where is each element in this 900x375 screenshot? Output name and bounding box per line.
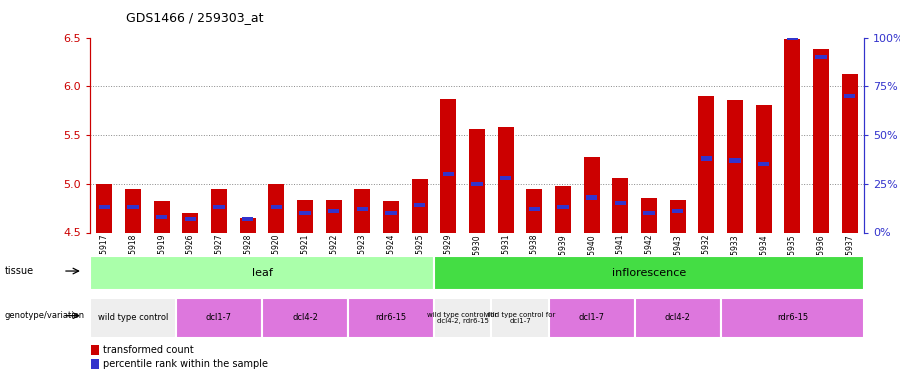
Bar (472, 182, 482, 186)
Bar (90, 297, 176, 338)
Bar (443, 172, 454, 176)
Bar (721, 297, 864, 338)
Bar (613, 178, 628, 232)
Bar (672, 209, 683, 213)
Bar (434, 256, 864, 290)
Bar (348, 297, 434, 338)
Bar (529, 207, 540, 211)
Bar (414, 203, 425, 207)
Bar (641, 198, 657, 232)
Bar (128, 205, 139, 209)
Bar (297, 200, 313, 232)
Bar (586, 195, 598, 200)
Bar (785, 39, 800, 232)
Text: dcl1-7: dcl1-7 (206, 314, 232, 322)
Bar (99, 205, 110, 209)
Bar (469, 129, 485, 232)
Bar (584, 158, 599, 232)
Bar (176, 297, 262, 338)
Bar (844, 94, 855, 98)
Bar (730, 158, 741, 162)
Bar (758, 162, 770, 166)
Bar (242, 217, 253, 221)
Bar (670, 200, 686, 232)
Bar (727, 100, 742, 232)
Bar (383, 201, 399, 232)
Text: dcl1-7: dcl1-7 (579, 314, 605, 322)
Bar (526, 189, 542, 232)
Bar (268, 184, 284, 232)
Bar (125, 189, 141, 232)
Text: leaf: leaf (252, 268, 273, 278)
Text: wild type control: wild type control (98, 314, 168, 322)
Bar (440, 99, 456, 232)
Bar (156, 215, 167, 219)
Text: percentile rank within the sample: percentile rank within the sample (103, 359, 268, 369)
Text: transformed count: transformed count (103, 345, 194, 355)
Bar (262, 297, 348, 338)
Text: rdr6-15: rdr6-15 (375, 314, 407, 322)
Bar (154, 201, 169, 232)
Bar (328, 209, 339, 213)
Bar (434, 297, 491, 338)
Bar (385, 211, 397, 215)
Bar (701, 156, 712, 160)
Bar (184, 217, 196, 221)
Bar (549, 297, 634, 338)
Text: wild type control for
dcl4-2, rdr6-15: wild type control for dcl4-2, rdr6-15 (428, 312, 498, 324)
Bar (500, 176, 511, 180)
Bar (787, 35, 798, 40)
Bar (412, 179, 427, 232)
Text: GDS1466 / 259303_at: GDS1466 / 259303_at (126, 11, 264, 24)
Bar (90, 256, 434, 290)
Bar (555, 186, 571, 232)
Bar (356, 207, 368, 211)
Bar (813, 49, 829, 232)
Bar (91, 345, 98, 355)
Bar (815, 55, 826, 59)
Text: dcl4-2: dcl4-2 (665, 314, 690, 322)
Text: genotype/variation: genotype/variation (4, 311, 85, 320)
Bar (644, 211, 654, 215)
Bar (271, 205, 282, 209)
Bar (491, 297, 549, 338)
Text: inflorescence: inflorescence (612, 268, 686, 278)
Bar (183, 213, 198, 232)
Bar (300, 211, 310, 215)
Bar (355, 189, 370, 232)
Text: rdr6-15: rdr6-15 (777, 314, 808, 322)
Text: dcl4-2: dcl4-2 (292, 314, 318, 322)
Bar (213, 205, 224, 209)
Bar (842, 74, 858, 232)
Bar (326, 200, 342, 232)
Text: wild type control for
dcl1-7: wild type control for dcl1-7 (485, 312, 555, 324)
Bar (498, 127, 514, 232)
Bar (698, 96, 715, 232)
Bar (634, 297, 721, 338)
Bar (756, 105, 771, 232)
Bar (557, 205, 569, 209)
Text: tissue: tissue (4, 266, 33, 276)
Bar (96, 184, 112, 232)
Bar (239, 218, 256, 232)
Bar (91, 359, 98, 369)
Bar (615, 201, 626, 206)
Bar (212, 189, 227, 232)
